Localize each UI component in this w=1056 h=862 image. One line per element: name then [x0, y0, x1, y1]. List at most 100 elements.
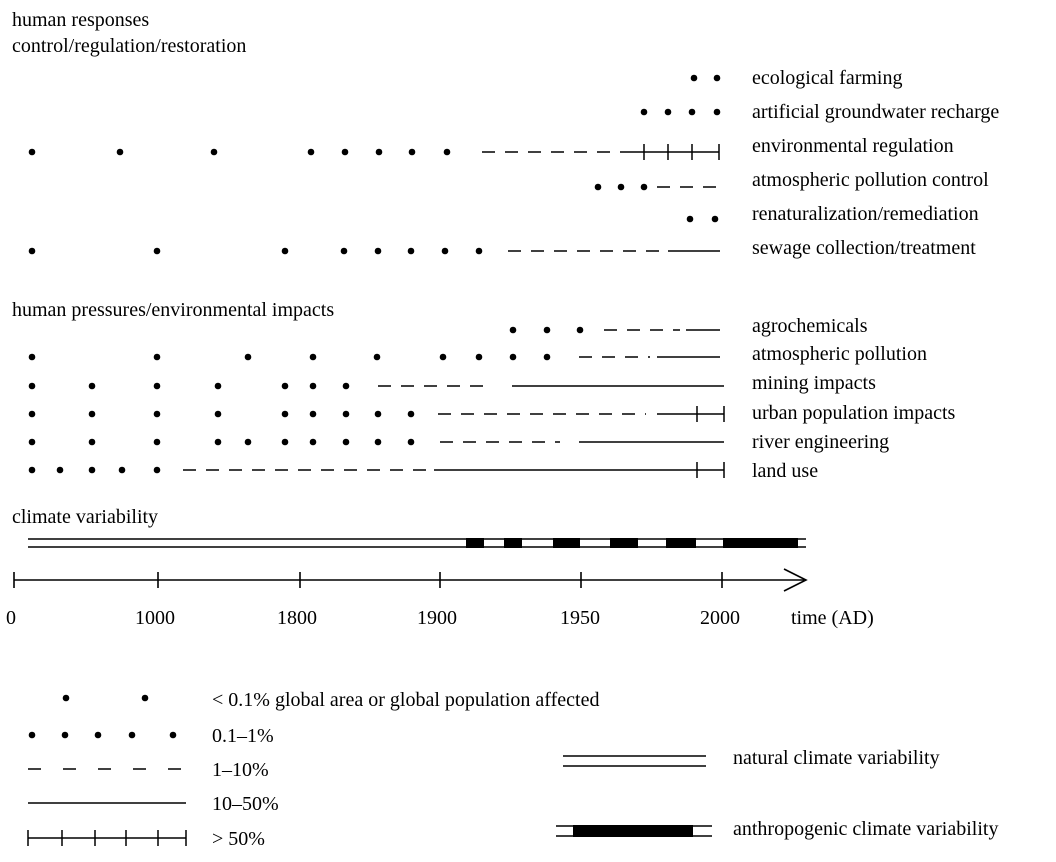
- pressures-title: human pressures/environmental impacts: [12, 299, 334, 321]
- legend-anthropogenic-label: anthropogenic climate variability: [733, 818, 998, 840]
- environmental-regulation-dot: [408, 148, 416, 156]
- environmental-regulation-dot: [375, 148, 383, 156]
- mining-impacts-dot: [281, 382, 289, 390]
- artificial-groundwater-recharge-dot: [664, 108, 672, 116]
- sewage-collection-treatment-dot: [281, 247, 289, 255]
- ecological-farming-dot: [713, 74, 721, 82]
- mining-impacts-dots: [28, 382, 350, 390]
- legend-dashes-label: 1–10%: [212, 759, 269, 781]
- artificial-groundwater-recharge-dots: [640, 108, 721, 116]
- responses-subtitle: control/regulation/restoration: [12, 35, 246, 57]
- mining-impacts-dot: [342, 382, 350, 390]
- mining-impacts-dot: [309, 382, 317, 390]
- mining-impacts-dot: [214, 382, 222, 390]
- anthropogenic-bars: [466, 538, 798, 548]
- atmospheric-pollution-dot: [309, 353, 317, 361]
- urban-population-impacts-dot: [342, 410, 350, 418]
- sewage-collection-treatment-dot: [28, 247, 36, 255]
- mining-impacts-dot: [88, 382, 96, 390]
- sewage-collection-treatment-dot: [441, 247, 449, 255]
- urban-population-impacts-dots: [28, 410, 415, 418]
- sewage-collection-treatment-dot: [340, 247, 348, 255]
- land-use-dots: [28, 466, 161, 474]
- mining-impacts-dot: [153, 382, 161, 390]
- sewage-collection-treatment-dot: [153, 247, 161, 255]
- legend-dense-dot: [61, 731, 69, 739]
- environmental-regulation-dot: [210, 148, 218, 156]
- urban-population-impacts-dot: [374, 410, 382, 418]
- tick-label-1800: 1800: [277, 607, 317, 629]
- environmental-regulation-ticked: [620, 144, 720, 160]
- atmospheric-pollution-dot: [373, 353, 381, 361]
- river-engineering-dot: [374, 438, 382, 446]
- urban-population-impacts-dot: [407, 410, 415, 418]
- row-label-sewage-collection-treatment: sewage collection/treatment: [752, 237, 976, 259]
- urban-population-impacts-dot: [214, 410, 222, 418]
- ecological-farming-dots: [690, 74, 721, 82]
- land-use-dot: [56, 466, 64, 474]
- time-axis: 0 1000 1800 1900 1950 2000 time (AD): [6, 568, 874, 629]
- row-label-atmospheric-pollution: atmospheric pollution: [752, 343, 927, 365]
- environmental-regulation-dot: [307, 148, 315, 156]
- row-label-land-use: land use: [752, 460, 818, 482]
- row-label-agrochemicals: agrochemicals: [752, 315, 868, 337]
- environmental-regulation-dots: [28, 148, 451, 156]
- anthropogenic-bar: [610, 538, 638, 548]
- agrochemicals-dot: [509, 326, 517, 334]
- river-engineering-dot: [342, 438, 350, 446]
- atmospheric-pollution-dot: [543, 353, 551, 361]
- environmental-regulation-dot: [341, 148, 349, 156]
- sewage-collection-treatment-dots: [28, 247, 483, 255]
- land-use-dot: [153, 466, 161, 474]
- anthropogenic-bar: [466, 538, 484, 548]
- row-label-ecological-farming: ecological farming: [752, 67, 903, 89]
- river-engineering-dot: [153, 438, 161, 446]
- environmental-regulation-dot: [116, 148, 124, 156]
- river-engineering-dot: [309, 438, 317, 446]
- artificial-groundwater-recharge-dot: [688, 108, 696, 116]
- row-label-environmental-regulation: environmental regulation: [752, 135, 954, 157]
- land-use-ticked: [434, 462, 725, 478]
- land-use-dot: [88, 466, 96, 474]
- river-engineering-dot: [281, 438, 289, 446]
- legend-solid-label: 10–50%: [212, 793, 279, 815]
- land-use-dot: [118, 466, 126, 474]
- agrochemicals-dots: [509, 326, 584, 334]
- climate-bands: [28, 538, 806, 548]
- responses-title: human responses: [12, 9, 149, 31]
- legend-ticked-label: > 50%: [212, 828, 265, 850]
- legend-sparse-dot: [62, 694, 70, 702]
- atmospheric-pollution-dot: [509, 353, 517, 361]
- urban-population-impacts-dot: [281, 410, 289, 418]
- atmospheric-pollution-dots: [28, 353, 551, 361]
- legend-dense-dot: [28, 731, 36, 739]
- sewage-collection-treatment-dot: [407, 247, 415, 255]
- urban-population-impacts-ticked: [657, 406, 725, 422]
- renaturalization-remediation-dot: [711, 215, 719, 223]
- legend: < 0.1% global area or global population …: [27, 689, 998, 850]
- sewage-collection-treatment-dot: [475, 247, 483, 255]
- river-engineering-dot: [407, 438, 415, 446]
- artificial-groundwater-recharge-dot: [713, 108, 721, 116]
- river-engineering-dot: [214, 438, 222, 446]
- row-label-renaturalization-remediation: renaturalization/remediation: [752, 203, 979, 225]
- legend-sparse-dot: [141, 694, 149, 702]
- environmental-regulation-dot: [443, 148, 451, 156]
- tick-label-1900: 1900: [417, 607, 457, 629]
- river-engineering-dots: [28, 438, 415, 446]
- atmospheric-pollution-control-dot: [594, 183, 602, 191]
- ecological-farming-dot: [690, 74, 698, 82]
- legend-sparse-dots-label: < 0.1% global area or global population …: [212, 689, 599, 711]
- row-label-mining-impacts: mining impacts: [752, 372, 876, 394]
- legend-natural-label: natural climate variability: [733, 747, 940, 769]
- anthropogenic-bar: [553, 538, 580, 548]
- river-engineering-dot: [88, 438, 96, 446]
- row-label-artificial-groundwater-recharge: artificial groundwater recharge: [752, 101, 999, 123]
- tick-label-1950: 1950: [560, 607, 600, 629]
- axis-arrowhead: [783, 568, 808, 592]
- atmospheric-pollution-dot: [244, 353, 252, 361]
- sewage-collection-treatment-dot: [374, 247, 382, 255]
- urban-population-impacts-dot: [88, 410, 96, 418]
- atmospheric-pollution-dot: [475, 353, 483, 361]
